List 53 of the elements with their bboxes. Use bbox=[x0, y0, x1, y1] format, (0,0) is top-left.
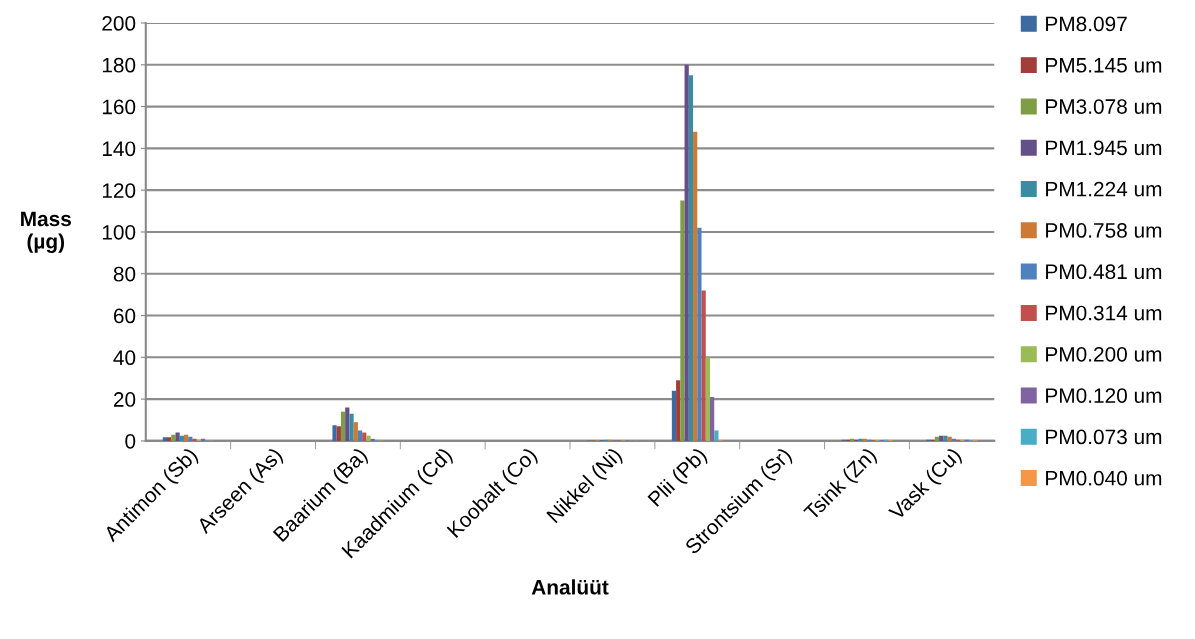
bar bbox=[693, 131, 698, 441]
bar bbox=[167, 437, 172, 441]
legend-label: PM0.120 um bbox=[1046, 388, 1162, 403]
y-tick-label: 120 bbox=[102, 183, 136, 198]
y-tick-label: 180 bbox=[102, 57, 136, 73]
bar bbox=[858, 438, 863, 441]
bar bbox=[697, 227, 702, 441]
bar bbox=[688, 75, 694, 441]
bar bbox=[175, 432, 180, 441]
legend-label: PM0.314 um bbox=[1046, 305, 1162, 321]
bar bbox=[192, 438, 197, 441]
bar bbox=[366, 435, 371, 441]
y-tick-label: 140 bbox=[102, 141, 136, 157]
bar bbox=[701, 290, 706, 441]
bar bbox=[710, 397, 715, 441]
bar bbox=[671, 390, 677, 441]
bar bbox=[345, 407, 350, 441]
y-tick-label: 200 bbox=[102, 16, 136, 31]
x-axis-title: Analüüt bbox=[531, 579, 609, 595]
bar bbox=[179, 435, 184, 441]
legend-label: PM0.200 um bbox=[1046, 346, 1162, 362]
legend-label: PM0.073 um bbox=[1046, 429, 1162, 445]
legend-label: PM5.145 um bbox=[1046, 58, 1162, 73]
y-tick-label: 0 bbox=[125, 433, 136, 449]
bar bbox=[162, 437, 167, 441]
bar bbox=[680, 200, 685, 441]
legend-label: PM1.224 um bbox=[1046, 181, 1162, 197]
bar bbox=[357, 430, 363, 441]
bar bbox=[362, 432, 367, 441]
bar bbox=[332, 425, 337, 441]
bar bbox=[705, 357, 711, 441]
bar bbox=[340, 411, 346, 441]
y-tick-label: 20 bbox=[113, 392, 136, 407]
bar bbox=[336, 426, 341, 441]
bar bbox=[943, 435, 948, 441]
y-axis-title: Mass (µg) bbox=[21, 211, 71, 253]
legend-label: PM8.097 bbox=[1046, 16, 1127, 32]
legend-label: PM0.481 um bbox=[1046, 264, 1162, 280]
y-tick-label: 60 bbox=[113, 308, 136, 324]
bar bbox=[939, 435, 944, 441]
y-tick-label: 80 bbox=[113, 266, 136, 282]
y-tick-label: 160 bbox=[102, 99, 136, 115]
bar bbox=[676, 380, 681, 441]
legend-label: PM1.945 um bbox=[1046, 140, 1162, 156]
bar bbox=[714, 430, 719, 441]
y-tick-label: 40 bbox=[113, 350, 136, 366]
bar bbox=[349, 413, 354, 441]
legend-label: PM3.078 um bbox=[1046, 99, 1162, 114]
legend-label: PM0.040 um bbox=[1046, 470, 1162, 486]
y-tick-label: 100 bbox=[102, 224, 136, 240]
bar bbox=[684, 64, 689, 441]
bar bbox=[353, 422, 358, 441]
legend-label: PM0.758 um bbox=[1046, 223, 1162, 238]
